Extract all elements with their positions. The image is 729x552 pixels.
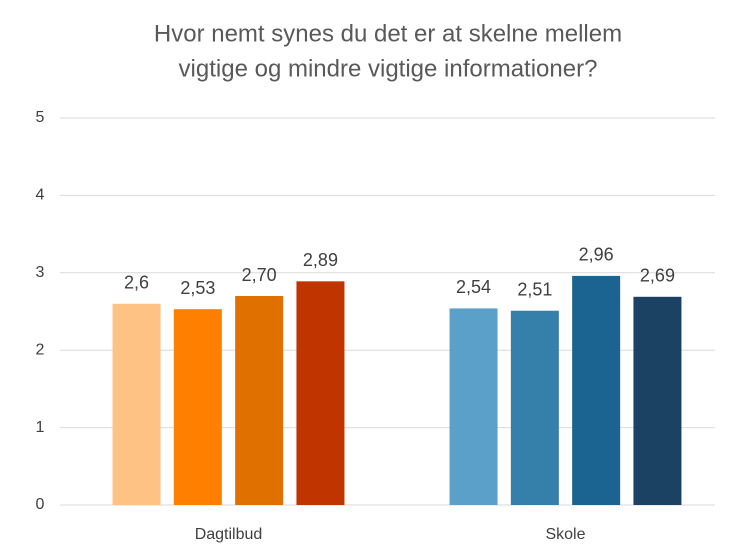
value-label: 2,89 [303, 250, 338, 270]
chart-title: vigtige og mindre vigtige informationer? [179, 55, 598, 82]
y-tick-label: 3 [36, 264, 45, 281]
y-tick-label: 4 [36, 187, 45, 204]
bar [173, 309, 222, 505]
y-tick-label: 0 [36, 496, 45, 513]
value-label: 2,53 [180, 278, 215, 298]
x-tick-label: Dagtilbud [195, 526, 263, 543]
bar [510, 310, 559, 505]
value-label: 2,69 [640, 266, 675, 286]
value-label: 2,70 [242, 265, 277, 285]
bar [572, 275, 621, 505]
value-label: 2,51 [517, 279, 552, 299]
bar [296, 281, 345, 505]
bar [449, 308, 498, 505]
value-label: 2,96 [579, 245, 614, 265]
chart-title: Hvor nemt synes du det er at skelne mell… [154, 20, 622, 47]
y-tick-label: 1 [36, 419, 45, 436]
y-tick-label: 2 [36, 341, 45, 358]
bar [235, 296, 284, 505]
value-label: 2,6 [124, 273, 149, 293]
x-tick-label: Skole [545, 526, 585, 543]
value-label: 2,54 [456, 277, 491, 297]
y-tick-label: 5 [36, 109, 45, 126]
bar [633, 296, 682, 505]
bar [112, 303, 161, 505]
